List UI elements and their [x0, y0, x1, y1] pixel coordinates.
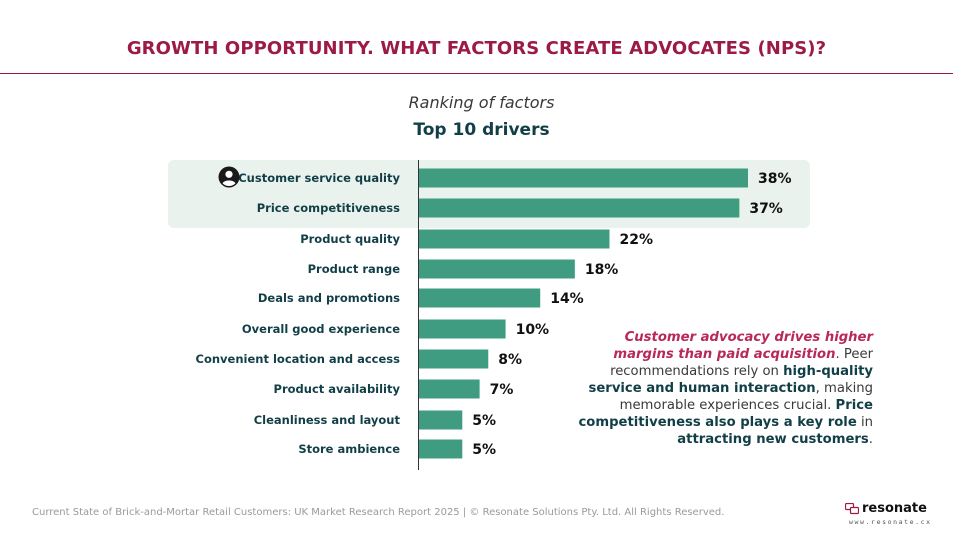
callout-text-2: rely on [733, 364, 784, 379]
bar-9 [419, 439, 463, 459]
value-label-5: 10% [516, 322, 550, 338]
category-label-6: Convenient location and access [196, 352, 401, 366]
chat-bubbles-logo-icon [845, 503, 859, 515]
category-axis-line [418, 160, 419, 470]
category-label-5: Overall good experience [242, 322, 400, 336]
value-label-8: 5% [472, 413, 496, 429]
value-label-6: 8% [498, 352, 522, 368]
value-label-1: 37% [749, 201, 783, 217]
callout-bold-2: high-quality service and human interacti… [588, 364, 873, 396]
value-label-2: 22% [619, 232, 653, 248]
title-divider [0, 73, 953, 74]
bar-1 [419, 198, 740, 218]
value-label-3: 18% [585, 262, 619, 278]
bar-2 [419, 229, 610, 249]
category-label-7: Product availability [274, 382, 401, 396]
brand-url: www.resonate.cx [849, 518, 932, 526]
footer-copyright: Current State of Brick-and-Mortar Retail… [32, 507, 725, 518]
brand-logo: resonate www.resonate.cx [845, 501, 935, 528]
callout-emphasis: Customer advocacy drives higher margins … [613, 330, 873, 362]
value-label-0: 38% [758, 171, 792, 187]
bar-0 [419, 168, 748, 188]
bar-4 [419, 288, 541, 308]
slide-title: GROWTH OPPORTUNITY. WHAT FACTORS CREATE … [126, 38, 827, 59]
value-label-4: 14% [550, 291, 584, 307]
callout-bold-3: Price competitiveness also plays a key r… [578, 398, 873, 430]
callout-text-5: . [868, 432, 873, 447]
category-label-9: Store ambience [298, 442, 400, 456]
bar-5 [419, 319, 506, 339]
insight-callout: Customer advocacy drives higher margins … [560, 329, 873, 448]
chart-title: Top 10 drivers [413, 120, 550, 140]
category-label-0: Customer service quality [238, 171, 400, 185]
callout-text-1: . Peer recommendations [610, 347, 873, 379]
bar-8 [419, 410, 463, 430]
bar-7 [419, 379, 480, 399]
value-label-9: 5% [472, 442, 496, 458]
value-label-7: 7% [490, 382, 514, 398]
bar-6 [419, 349, 489, 369]
category-label-2: Product quality [300, 232, 400, 246]
callout-text-3: , making memorable experiences crucial. [619, 381, 873, 413]
callout-text-4: in [856, 415, 873, 430]
bar-3 [419, 259, 575, 279]
brand-name: resonate [862, 501, 927, 516]
category-label-3: Product range [308, 262, 401, 276]
person-icon [218, 166, 240, 188]
category-label-8: Cleanliness and layout [254, 413, 401, 427]
callout-bold-4: attracting new customers [677, 432, 869, 447]
category-label-4: Deals and promotions [258, 291, 400, 305]
chart-subtitle: Ranking of factors [408, 93, 555, 112]
category-label-1: Price competitiveness [257, 201, 400, 215]
